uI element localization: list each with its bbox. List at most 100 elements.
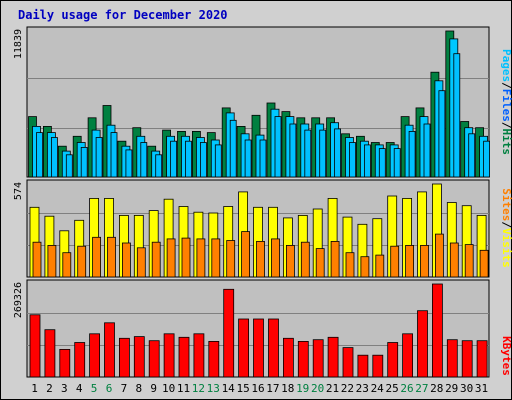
bar-kbytes-day-21 (327, 336, 339, 378)
bar-sites-day-22 (345, 252, 355, 278)
y-max-label: 574 (13, 182, 24, 200)
bar-pages-day-30 (468, 133, 476, 178)
day-label-3: 3 (61, 382, 68, 395)
y-max-label: 11839 (13, 29, 24, 59)
legend-pages-files-hits: Pages/Files/Hits (500, 49, 512, 155)
bar-pages-day-5 (95, 137, 103, 178)
day-label-15: 15 (236, 382, 249, 395)
bar-sites-day-24 (375, 254, 385, 278)
bar-sites-day-31 (479, 249, 489, 278)
day-label-27: 27 (415, 382, 428, 395)
day-label-4: 4 (76, 382, 83, 395)
day-label-9: 9 (150, 382, 157, 395)
legend-kbytes: KBytes (500, 336, 512, 376)
day-label-8: 8 (135, 382, 142, 395)
legend-pages-files-hits-part: Files (500, 89, 512, 122)
bar-sites-day-10 (166, 238, 176, 278)
bar-kbytes-day-13 (208, 340, 220, 378)
bar-pages-day-23 (363, 144, 371, 178)
bar-kbytes-day-9 (148, 340, 160, 378)
bar-pages-day-14 (229, 119, 237, 178)
bar-pages-day-22 (349, 142, 356, 178)
day-label-29: 29 (445, 382, 458, 395)
bar-pages-day-29 (453, 53, 461, 178)
day-label-11: 11 (177, 382, 190, 395)
day-label-18: 18 (281, 382, 294, 395)
bar-sites-day-26 (405, 244, 415, 278)
bar-sites-day-16 (256, 240, 265, 278)
day-label-24: 24 (371, 382, 385, 395)
bar-pages-day-24 (378, 148, 386, 178)
bar-kbytes-day-16 (253, 318, 264, 378)
bar-pages-day-25 (393, 148, 401, 178)
day-label-17: 17 (266, 382, 279, 395)
bar-pages-day-20 (319, 129, 327, 178)
bar-sites-day-28 (434, 233, 444, 278)
bar-kbytes-day-23 (357, 354, 369, 378)
day-label-10: 10 (162, 382, 175, 395)
legend-sites-visits: Sites/Visits (500, 188, 512, 268)
bar-sites-day-8 (136, 247, 146, 278)
bar-sites-day-7 (122, 242, 131, 278)
bar-kbytes-day-25 (387, 342, 399, 378)
day-label-30: 30 (460, 382, 473, 395)
bar-kbytes-day-24 (372, 354, 384, 378)
bar-pages-day-6 (110, 132, 118, 178)
bar-sites-day-6 (107, 236, 116, 278)
bar-kbytes-day-1 (29, 314, 41, 378)
bar-pages-day-21 (334, 128, 342, 178)
bar-kbytes-day-15 (238, 318, 250, 378)
legend-kbytes-part: KBytes (500, 336, 512, 376)
bar-pages-day-10 (170, 140, 178, 178)
bar-pages-day-18 (289, 123, 297, 178)
legend-pages-files-hits-part: / (500, 122, 512, 129)
legend-sites-visits-part: Visits (500, 228, 512, 268)
day-label-19: 19 (296, 382, 309, 395)
legend-pages-files-hits-part: Pages (500, 49, 512, 82)
bar-kbytes-day-5 (89, 333, 100, 378)
bar-sites-day-20 (315, 248, 325, 278)
bar-kbytes-day-28 (431, 283, 443, 378)
bar-kbytes-day-8 (133, 336, 145, 378)
bar-pages-day-28 (438, 90, 446, 178)
bar-sites-day-21 (330, 240, 340, 278)
bar-kbytes-day-26 (402, 333, 414, 378)
bar-pages-day-12 (199, 142, 207, 178)
bar-kbytes-day-22 (342, 347, 354, 378)
bar-pages-day-31 (483, 140, 491, 178)
bar-pages-day-16 (259, 139, 267, 178)
day-label-14: 14 (222, 382, 236, 395)
day-label-5: 5 (91, 382, 98, 395)
bar-pages-day-4 (80, 146, 88, 178)
bar-pages-day-3 (65, 154, 73, 178)
bar-kbytes-day-20 (312, 339, 324, 378)
day-label-28: 28 (430, 382, 443, 395)
bar-kbytes-day-3 (59, 348, 71, 378)
day-label-31: 31 (475, 382, 488, 395)
bar-sites-day-9 (151, 241, 161, 278)
day-label-26: 26 (400, 382, 413, 395)
bar-sites-day-17 (271, 238, 280, 278)
bar-sites-day-14 (226, 240, 236, 278)
bar-pages-day-19 (304, 129, 312, 178)
bar-sites-day-5 (92, 236, 101, 278)
bar-sites-day-30 (464, 244, 474, 278)
bar-kbytes-day-18 (282, 337, 294, 378)
bar-sites-day-11 (181, 237, 191, 278)
y-max-label: 269326 (13, 282, 24, 318)
day-label-2: 2 (46, 382, 53, 395)
legend-sites-visits-part: / (500, 221, 512, 228)
day-label-7: 7 (121, 382, 128, 395)
day-label-23: 23 (356, 382, 369, 395)
bar-kbytes-day-10 (163, 333, 175, 378)
bar-kbytes-day-4 (74, 342, 86, 378)
day-label-6: 6 (106, 382, 113, 395)
day-label-21: 21 (326, 382, 339, 395)
bar-kbytes-day-6 (104, 322, 115, 378)
bar-sites-day-13 (211, 238, 221, 278)
bar-pages-day-9 (155, 154, 163, 178)
chart-title: Daily usage for December 2020 (18, 8, 228, 22)
bar-kbytes-day-14 (223, 288, 235, 378)
bar-kbytes-day-7 (119, 337, 130, 378)
